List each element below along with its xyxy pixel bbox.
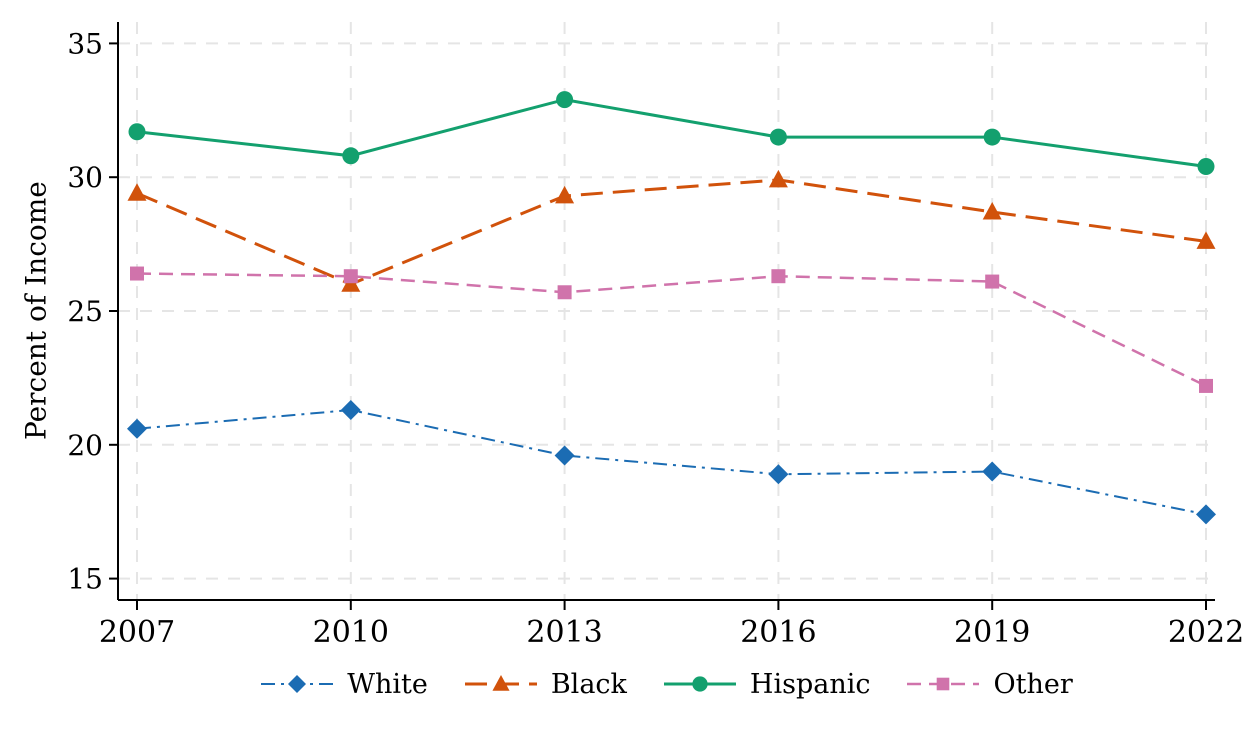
marker-other-2007 xyxy=(130,266,144,281)
legend-sample-hispanic xyxy=(663,676,736,692)
legend-item-other: Other xyxy=(906,668,1073,700)
marker-hispanic-2019 xyxy=(983,128,1001,146)
marker-hispanic-2013 xyxy=(556,91,574,109)
legend-sample-black xyxy=(464,675,537,691)
x-tick-label: 2010 xyxy=(313,615,389,650)
circle-icon xyxy=(692,676,708,692)
y-tick-label: 15 xyxy=(67,563,103,596)
marker-hispanic-2016 xyxy=(769,128,787,146)
marker-black-2022 xyxy=(1196,231,1216,249)
chart-legend: White Black Hispanic Other xyxy=(118,662,1215,706)
legend-item-hispanic: Hispanic xyxy=(663,668,871,700)
marker-hispanic-2022 xyxy=(1197,158,1215,175)
marker-white-2010 xyxy=(340,400,361,421)
x-tick-label: 2016 xyxy=(740,615,816,650)
marker-white-2007 xyxy=(127,418,147,439)
x-tick-label: 2022 xyxy=(1168,615,1244,650)
diamond-icon xyxy=(288,675,307,693)
legend-label: Other xyxy=(993,668,1073,700)
marker-white-2019 xyxy=(982,461,1003,482)
marker-hispanic-2007 xyxy=(128,123,146,141)
marker-black-2016 xyxy=(768,169,788,188)
legend-label: White xyxy=(347,668,428,700)
legend-sample-other xyxy=(907,677,980,691)
marker-white-2022 xyxy=(1196,504,1216,525)
marker-hispanic-2010 xyxy=(342,147,360,165)
triangle-icon xyxy=(492,675,510,691)
legend-sample-white xyxy=(261,675,334,693)
marker-black-2013 xyxy=(555,185,575,204)
x-tick-label: 2013 xyxy=(526,615,602,650)
marker-black-2007 xyxy=(127,183,147,201)
x-tick-label: 2007 xyxy=(99,615,175,650)
series-line-other xyxy=(136,272,1207,388)
series-line-black xyxy=(136,178,1207,286)
legend-item-black: Black xyxy=(464,671,627,698)
marker-other-2016 xyxy=(771,269,786,284)
y-tick-label: 20 xyxy=(67,429,103,462)
marker-other-2022 xyxy=(1199,378,1213,393)
series-line-hispanic xyxy=(136,98,1207,168)
marker-black-2019 xyxy=(982,201,1002,220)
marker-other-2010 xyxy=(343,269,358,284)
x-tick-label: 2019 xyxy=(954,615,1030,650)
y-tick-label: 30 xyxy=(67,161,103,194)
legend-label: Hispanic xyxy=(749,668,871,700)
square-icon xyxy=(937,677,950,691)
marker-other-2013 xyxy=(557,285,572,300)
y-tick-label: 35 xyxy=(67,27,103,60)
marker-white-2013 xyxy=(554,445,575,466)
marker-other-2019 xyxy=(985,274,1000,289)
legend-label: Black xyxy=(550,668,627,700)
marker-white-2016 xyxy=(768,464,789,485)
y-tick-label: 25 xyxy=(67,295,103,328)
series-line-white xyxy=(136,409,1207,516)
legend-item-white: White xyxy=(260,671,428,698)
